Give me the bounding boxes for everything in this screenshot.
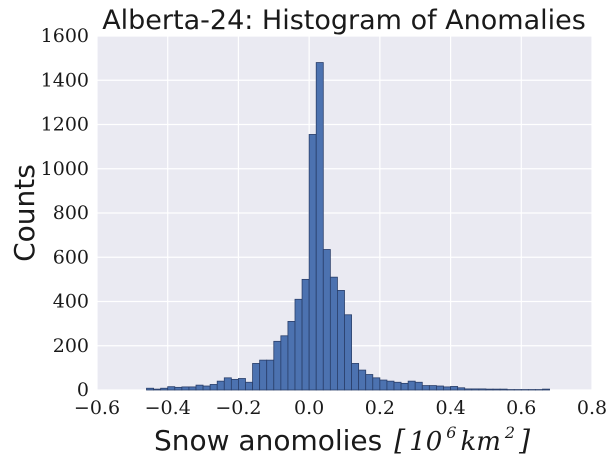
histogram-bar xyxy=(160,387,169,391)
histogram-bar xyxy=(407,380,416,391)
histogram-bar xyxy=(471,388,480,391)
histogram-bar xyxy=(428,385,437,391)
histogram-bar xyxy=(301,278,310,391)
histogram-bar xyxy=(294,298,303,391)
x-axis-label: Snow anomolies [ 10 6 km 2 ] xyxy=(154,423,530,457)
histogram-bar xyxy=(259,359,268,391)
y-tick-label: 1200 xyxy=(41,114,89,136)
x-tick-label: 0.8 xyxy=(577,397,607,419)
histogram-bar xyxy=(174,386,183,391)
y-tick-label: 200 xyxy=(53,335,89,357)
histogram-bars xyxy=(146,62,550,391)
histogram-bar xyxy=(393,381,402,391)
histogram-bar xyxy=(478,388,487,391)
x-axis-label-base: 10 xyxy=(409,427,442,457)
histogram-bar xyxy=(315,62,324,391)
histogram-bar xyxy=(280,335,289,391)
y-tick-label: 600 xyxy=(53,246,89,268)
x-tick-label: 0.6 xyxy=(506,397,536,419)
histogram-bar xyxy=(365,374,374,391)
histogram-bar xyxy=(492,388,501,391)
histogram-bar xyxy=(209,384,218,391)
histogram-bar xyxy=(223,377,232,391)
chart-title: Alberta-24: Histogram of Anomalies xyxy=(102,5,586,36)
histogram-bar xyxy=(450,386,459,391)
histogram-bar xyxy=(181,386,190,391)
histogram-bar xyxy=(195,384,204,391)
histogram-bar xyxy=(485,388,494,391)
histogram-bar xyxy=(252,363,261,391)
histogram-bar xyxy=(266,359,275,391)
x-axis-label-bracket-close: ] xyxy=(518,424,530,457)
histogram-bar xyxy=(146,387,154,391)
histogram-bar xyxy=(351,363,360,391)
histogram-bar xyxy=(287,321,296,391)
histogram-bar xyxy=(337,290,345,391)
y-tick-label: 0 xyxy=(77,379,89,401)
histogram-bar xyxy=(542,388,550,391)
histogram-bar xyxy=(386,380,395,391)
histogram-bar xyxy=(245,381,253,391)
histogram-bar xyxy=(464,388,473,391)
histogram-bar xyxy=(499,388,508,391)
histogram-bar xyxy=(457,387,466,391)
histogram-bar xyxy=(153,388,162,391)
histogram-bar xyxy=(436,385,444,391)
histogram-bar xyxy=(400,382,409,391)
y-tick-label: 1000 xyxy=(41,158,89,180)
x-tick-label: 0.0 xyxy=(294,397,324,419)
histogram-bar xyxy=(230,378,239,391)
histogram-bar xyxy=(167,386,176,391)
y-tick-label: 1600 xyxy=(41,25,89,47)
x-tick-label: −0.6 xyxy=(74,397,120,419)
x-tick-label: 0.2 xyxy=(365,397,395,419)
x-axis-label-bracket-open: [ xyxy=(394,424,406,457)
y-tick-label: 1400 xyxy=(41,69,89,91)
y-tick-label: 800 xyxy=(53,202,89,224)
x-axis-label-exponent-1: 6 xyxy=(446,423,456,442)
histogram-bar xyxy=(322,249,331,391)
histogram-bar xyxy=(379,379,388,391)
y-axis-label: Counts xyxy=(8,164,41,262)
y-tick-label: 400 xyxy=(53,291,89,313)
x-tick-label: −0.4 xyxy=(145,397,191,419)
histogram-bar xyxy=(443,386,451,391)
x-axis-ticks: −0.6 −0.4 −0.2 0.0 0.2 0.4 0.6 0.8 xyxy=(74,397,607,419)
histogram-bar xyxy=(329,276,338,391)
x-tick-label: 0.4 xyxy=(435,397,465,419)
x-axis-label-exponent-2: 2 xyxy=(504,423,515,442)
histogram-bar xyxy=(238,378,246,391)
histogram-bar xyxy=(202,385,211,391)
x-axis-label-unit: km xyxy=(460,427,500,457)
histogram-bar xyxy=(216,380,225,391)
histogram-bar xyxy=(358,369,367,391)
histogram-bar xyxy=(273,340,282,391)
histogram-bar xyxy=(421,385,430,391)
histogram-bar xyxy=(372,377,381,391)
histogram-bar xyxy=(344,314,352,391)
x-tick-label: −0.2 xyxy=(215,397,261,419)
y-axis-ticks: 0 200 400 600 800 1000 1200 1400 1600 xyxy=(41,25,89,401)
histogram-bar xyxy=(414,381,423,391)
histogram-bar xyxy=(308,134,317,391)
x-axis-label-text: Snow anomolies xyxy=(154,424,382,457)
histogram-bar xyxy=(188,386,197,391)
